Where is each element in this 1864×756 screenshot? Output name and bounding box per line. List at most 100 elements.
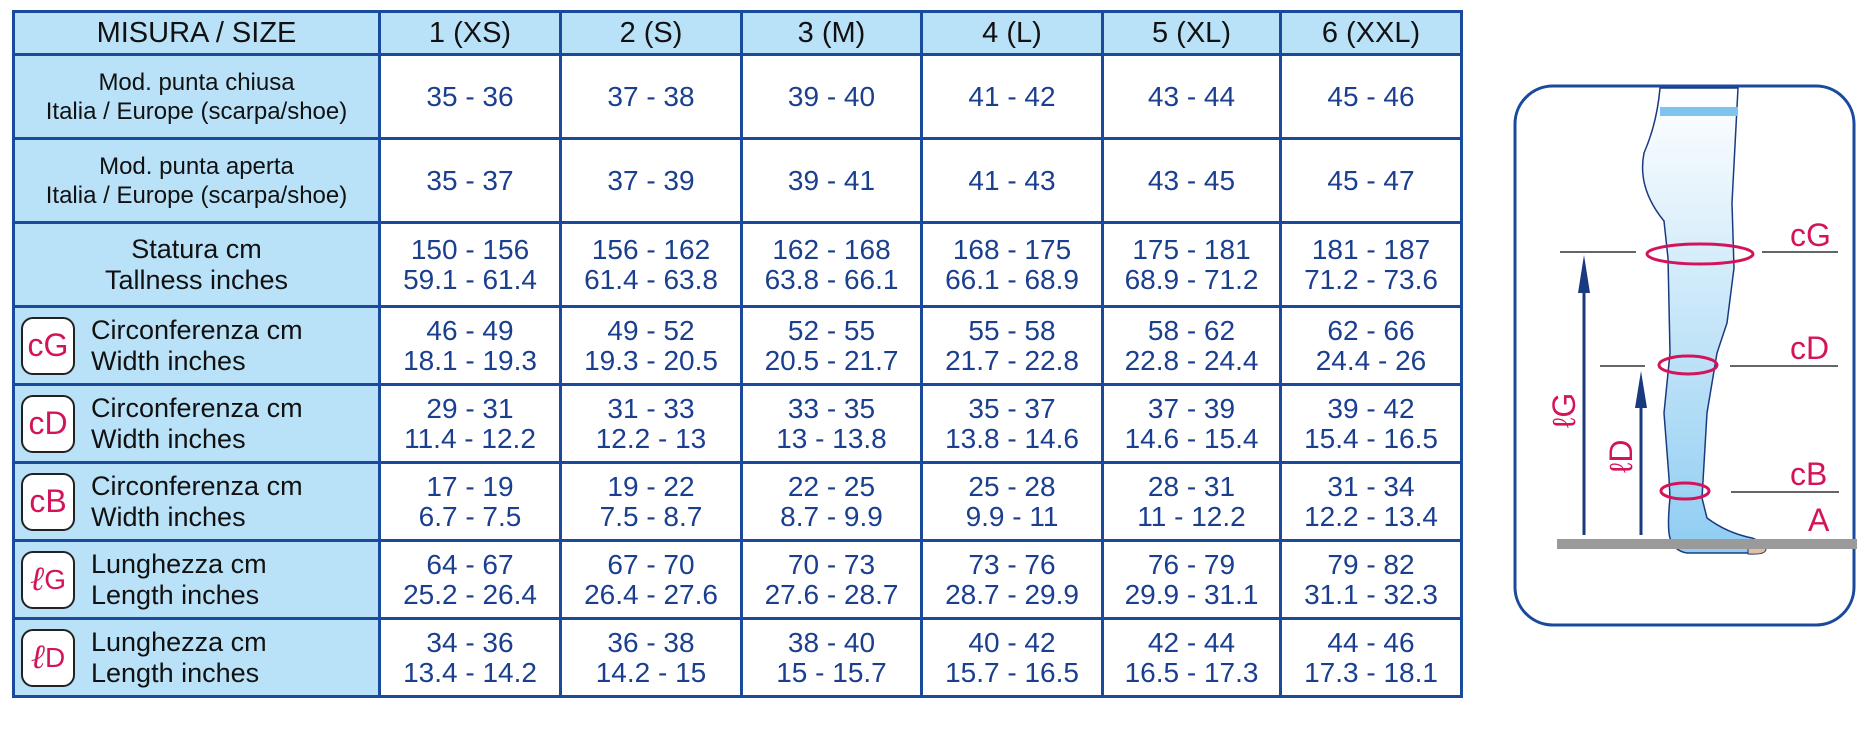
size-value: 43 - 44	[1147, 80, 1236, 112]
table-row: Mod. punta chiusa Italia / Europe (scarpa…	[12, 53, 1463, 140]
size-value-cell: 168 - 175 66.1 - 68.9	[920, 221, 1104, 308]
size-value: 71.2 - 73.6	[1304, 263, 1438, 295]
size-chart-table: MISURA / SIZE 1 (XS) 2 (S) 3 (M) 4 (L) 5…	[12, 10, 1463, 698]
row-label-line: Tallness inches	[104, 264, 289, 295]
header-size: 2 (S)	[559, 10, 743, 56]
size-value: 66.1 - 68.9	[945, 263, 1079, 295]
size-value: 41 - 42	[968, 80, 1056, 112]
size-value: 22 - 25	[787, 470, 876, 502]
size-value-cell: 19 - 22 7.5 - 8.7	[559, 461, 743, 542]
header-row: MISURA / SIZE 1 (XS) 2 (S) 3 (M) 4 (L) 5…	[12, 10, 1463, 56]
row-label-line: Circonferenza cm	[91, 314, 303, 345]
size-value: 35 - 37	[968, 392, 1056, 424]
size-value: 11.4 - 12.2	[404, 422, 536, 454]
floor	[1557, 539, 1857, 549]
label-cB: cB	[1790, 456, 1827, 492]
table-row: cB Circonferenza cm Width inches 17 - 19 6.7…	[12, 461, 1463, 542]
size-value: 17.3 - 18.1	[1304, 656, 1438, 688]
header-size: 1 (XS)	[378, 10, 562, 56]
size-value: 37 - 38	[607, 80, 695, 112]
size-value-cell: 175 - 181 68.9 - 71.2	[1101, 221, 1282, 308]
header-size: 3 (M)	[740, 10, 923, 56]
stocking-leg-fill	[1641, 87, 1766, 554]
row-label: ℓ G Lunghezza cm Length inches	[12, 539, 381, 620]
size-value: 31 - 34	[1327, 470, 1415, 502]
size-value-cell: 35 - 37	[378, 137, 562, 224]
size-value-cell: 41 - 43	[920, 137, 1104, 224]
size-value: 18.1 - 19.3	[403, 344, 537, 376]
size-value: 42 - 44	[1147, 626, 1236, 658]
row-label: ℓ D Lunghezza cm Length inches	[12, 617, 381, 698]
size-value: 35 - 37	[426, 164, 514, 196]
size-value: 17 - 19	[426, 470, 514, 502]
row-label-line: Circonferenza cm	[91, 470, 303, 501]
leg-measurement-diagram: cG cD cB A ℓG ℓD	[1513, 84, 1857, 627]
size-value: 62 - 66	[1327, 314, 1415, 346]
size-value-cell: 42 - 44 16.5 - 17.3	[1101, 617, 1282, 698]
table-row: Statura cm Tallness inches 150 - 156 59.1 -…	[12, 221, 1463, 308]
size-value-cell: 45 - 46	[1279, 53, 1463, 140]
size-value-cell: 28 - 31 11 - 12.2	[1101, 461, 1282, 542]
size-value: 59.1 - 61.4	[403, 263, 537, 295]
size-value: 12.2 - 13	[595, 422, 707, 454]
arrowhead-lD-icon	[1635, 371, 1647, 408]
size-value-cell: 73 - 76 28.7 - 29.9	[920, 539, 1104, 620]
size-value: 39 - 41	[787, 164, 876, 196]
size-value-cell: 40 - 42 15.7 - 16.5	[920, 617, 1104, 698]
size-value: 64 - 67	[426, 548, 514, 580]
size-value-cell: 39 - 40	[740, 53, 923, 140]
size-value-cell: 22 - 25 8.7 - 9.9	[740, 461, 923, 542]
size-value: 22.8 - 24.4	[1124, 344, 1259, 376]
label-lG: ℓG	[1546, 393, 1582, 428]
measure-cD-icon: cD	[21, 394, 75, 453]
size-value-cell: 45 - 47	[1279, 137, 1463, 224]
row-label-line: Statura cm	[131, 233, 262, 264]
size-value-cell: 37 - 39	[559, 137, 743, 224]
row-label-line: Width inches	[91, 501, 246, 532]
size-value-cell: 39 - 41	[740, 137, 923, 224]
table-row: ℓ D Lunghezza cm Length inches 34 - 36 13.4 -…	[12, 617, 1463, 698]
size-value: 52 - 55	[787, 314, 876, 346]
size-value-cell: 25 - 28 9.9 - 11	[920, 461, 1104, 542]
row-label-line: Width inches	[91, 423, 246, 454]
size-value: 35 - 36	[426, 80, 514, 112]
size-value-cell: 44 - 46 17.3 - 18.1	[1279, 617, 1463, 698]
size-value-cell: 37 - 39 14.6 - 15.4	[1101, 383, 1282, 464]
size-value: 20.5 - 21.7	[764, 344, 899, 376]
size-value: 19 - 22	[607, 470, 695, 502]
stocking-top-band	[1660, 107, 1738, 116]
size-value-cell: 31 - 33 12.2 - 13	[559, 383, 743, 464]
size-value: 63.8 - 66.1	[764, 263, 899, 295]
size-value: 6.7 - 7.5	[418, 500, 522, 532]
size-value-cell: 35 - 36	[378, 53, 562, 140]
size-value-cell: 150 - 156 59.1 - 61.4	[378, 221, 562, 308]
size-value: 61.4 - 63.8	[584, 263, 718, 295]
size-value: 16.5 - 17.3	[1124, 656, 1259, 688]
arrowhead-lG-icon	[1578, 255, 1590, 293]
size-value: 28 - 31	[1147, 470, 1236, 502]
row-label-line: Length inches	[91, 579, 260, 610]
size-value: 12.2 - 13.4	[1304, 500, 1438, 532]
size-value: 45 - 47	[1327, 164, 1415, 196]
size-value: 19.3 - 20.5	[584, 344, 718, 376]
size-value-cell: 70 - 73 27.6 - 28.7	[740, 539, 923, 620]
size-value: 37 - 39	[1147, 392, 1236, 424]
size-value-cell: 162 - 168 63.8 - 66.1	[740, 221, 923, 308]
size-value: 55 - 58	[968, 314, 1056, 346]
size-value-cell: 41 - 42	[920, 53, 1104, 140]
size-value-cell: 79 - 82 31.1 - 32.3	[1279, 539, 1463, 620]
size-value: 31 - 33	[607, 392, 695, 424]
size-value: 26.4 - 27.6	[584, 578, 718, 610]
size-value: 73 - 76	[968, 548, 1056, 580]
size-value: 13.4 - 14.2	[403, 656, 537, 688]
row-label-line: Length inches	[91, 657, 260, 688]
size-value: 15.4 - 16.5	[1304, 422, 1438, 454]
size-value: 168 - 175	[952, 233, 1072, 265]
size-value: 37 - 39	[607, 164, 695, 196]
size-value: 162 - 168	[772, 233, 891, 265]
size-value-cell: 43 - 45	[1101, 137, 1282, 224]
size-value: 45 - 46	[1327, 80, 1415, 112]
row-label: Mod. punta aperta Italia / Europe (scarpa…	[12, 137, 381, 224]
size-value: 68.9 - 71.2	[1124, 263, 1259, 295]
